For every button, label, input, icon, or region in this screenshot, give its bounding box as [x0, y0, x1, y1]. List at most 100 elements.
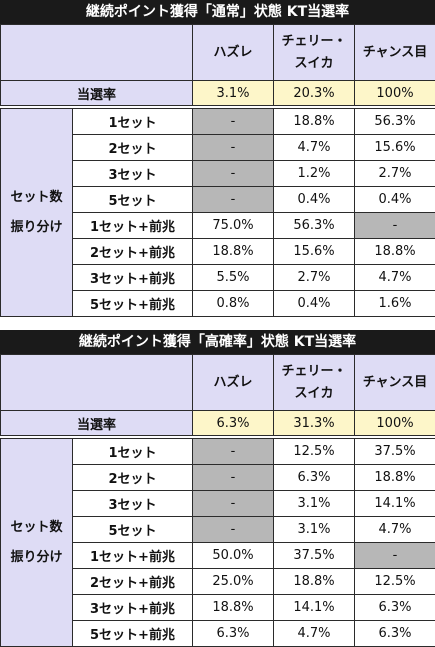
column-header: チャンス目	[355, 25, 435, 81]
row-label: 1セット	[73, 109, 193, 135]
cell-value: 14.1%	[274, 595, 355, 621]
cell-value: -	[193, 517, 274, 543]
column-header-line1: ハズレ	[193, 42, 273, 64]
rate-value: 100%	[355, 411, 435, 436]
cell-value: 1.2%	[274, 161, 355, 187]
table-title: 継続ポイント獲得「通常」状態 KT当選率	[0, 0, 435, 24]
cell-value: 0.4%	[355, 187, 435, 213]
column-header: ハズレ	[193, 355, 274, 411]
cell-value: 37.5%	[355, 439, 435, 465]
rate-value: 3.1%	[193, 81, 274, 106]
row-label: 3セット	[73, 161, 193, 187]
cell-value: 18.8%	[193, 595, 274, 621]
kt-table-block-2: 継続ポイント獲得「高確率」状態 KT当選率ハズレチェリー・スイカチャンス目当選率…	[0, 330, 435, 647]
cell-value: 2.7%	[355, 161, 435, 187]
cell-value: 18.8%	[274, 569, 355, 595]
column-header-line2: スイカ	[274, 383, 354, 405]
rate-label: 当選率	[1, 411, 193, 436]
cell-value: 56.3%	[355, 109, 435, 135]
cell-value: 0.4%	[274, 291, 355, 317]
rate-value: 100%	[355, 81, 435, 106]
rate-value: 31.3%	[274, 411, 355, 436]
column-header-line1: チェリー・	[274, 361, 354, 383]
group-label-line1: セット数	[1, 517, 72, 539]
cell-value: 0.4%	[274, 187, 355, 213]
row-label: 5セット+前兆	[73, 291, 193, 317]
cell-value: 5.5%	[193, 265, 274, 291]
cell-value: 6.3%	[355, 595, 435, 621]
cell-value: 15.6%	[355, 135, 435, 161]
cell-value: 4.7%	[274, 135, 355, 161]
group-label-line2: 振り分け	[1, 547, 72, 569]
column-header: チェリー・スイカ	[274, 25, 355, 81]
rate-value: 6.3%	[193, 411, 274, 436]
cell-value: -	[355, 213, 435, 239]
cell-value: -	[193, 465, 274, 491]
cell-value: 3.1%	[274, 517, 355, 543]
cell-value: -	[193, 491, 274, 517]
cell-value: 12.5%	[355, 569, 435, 595]
cell-value: 4.7%	[355, 517, 435, 543]
cell-value: -	[193, 135, 274, 161]
cell-value: 4.7%	[355, 265, 435, 291]
column-header: ハズレ	[193, 25, 274, 81]
row-label: 2セット	[73, 135, 193, 161]
cell-value: -	[193, 187, 274, 213]
cell-value: -	[193, 109, 274, 135]
row-label: 1セット+前兆	[73, 213, 193, 239]
cell-value: 6.3%	[355, 621, 435, 647]
row-label: 1セット+前兆	[73, 543, 193, 569]
row-label: 3セット+前兆	[73, 265, 193, 291]
cell-value: 6.3%	[193, 621, 274, 647]
cell-value: 12.5%	[274, 439, 355, 465]
group-label-line2: 振り分け	[1, 217, 72, 239]
group-label: セット数振り分け	[1, 439, 73, 647]
row-label: 2セット+前兆	[73, 239, 193, 265]
group-label-line1: セット数	[1, 187, 72, 209]
rate-label: 当選率	[1, 81, 193, 106]
column-header-line1: チャンス目	[355, 372, 435, 394]
row-label: 1セット	[73, 439, 193, 465]
cell-value: 50.0%	[193, 543, 274, 569]
column-header: チャンス目	[355, 355, 435, 411]
table-title: 継続ポイント獲得「高確率」状態 KT当選率	[0, 330, 435, 354]
cell-value: 15.6%	[274, 239, 355, 265]
row-label: 3セット	[73, 491, 193, 517]
row-label: 5セット+前兆	[73, 621, 193, 647]
cell-value: 18.8%	[274, 109, 355, 135]
cell-value: 18.8%	[355, 239, 435, 265]
group-label: セット数振り分け	[1, 109, 73, 317]
cell-value: -	[355, 543, 435, 569]
cell-value: 6.3%	[274, 465, 355, 491]
cell-value: 18.8%	[193, 239, 274, 265]
header-blank-cell	[1, 25, 193, 81]
column-header-line2: スイカ	[274, 53, 354, 75]
cell-value: 56.3%	[274, 213, 355, 239]
row-label: 3セット+前兆	[73, 595, 193, 621]
rate-value: 20.3%	[274, 81, 355, 106]
cell-value: 4.7%	[274, 621, 355, 647]
cell-value: 25.0%	[193, 569, 274, 595]
column-header-line1: チェリー・	[274, 31, 354, 53]
row-label: 2セット+前兆	[73, 569, 193, 595]
cell-value: 75.0%	[193, 213, 274, 239]
column-header-line1: チャンス目	[355, 42, 435, 64]
header-blank-cell	[1, 355, 193, 411]
column-header: チェリー・スイカ	[274, 355, 355, 411]
cell-value: 2.7%	[274, 265, 355, 291]
cell-value: -	[193, 439, 274, 465]
row-label: 2セット	[73, 465, 193, 491]
cell-value: 37.5%	[274, 543, 355, 569]
cell-value: -	[193, 161, 274, 187]
cell-value: 18.8%	[355, 465, 435, 491]
cell-value: 3.1%	[274, 491, 355, 517]
row-label: 5セット	[73, 517, 193, 543]
cell-value: 1.6%	[355, 291, 435, 317]
row-label: 5セット	[73, 187, 193, 213]
cell-value: 0.8%	[193, 291, 274, 317]
